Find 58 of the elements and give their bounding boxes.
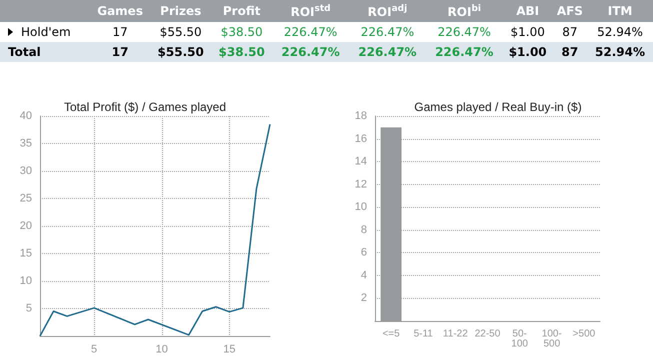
chart-title: Total Profit ($) / Games played (64, 100, 226, 114)
text: 17 (112, 45, 128, 59)
category-label: Hold'em (21, 25, 71, 39)
x-tick-label: >500 (572, 328, 596, 340)
y-tick-label: 14 (354, 156, 367, 168)
x-tick-label: 50-100 (511, 328, 528, 350)
x-tick-label: 15 (223, 344, 236, 356)
y-tick-label: 4 (360, 269, 367, 282)
text: 87 (562, 25, 578, 39)
y-tick-label: 5 (26, 302, 32, 314)
text: 226.47% (360, 25, 414, 39)
y-tick-label: 12 (354, 178, 367, 190)
y-tick-label: 40 (20, 110, 32, 122)
x-tick-label: <=5 (382, 328, 400, 340)
text: 226.47% (438, 25, 491, 39)
category-label: ABI (502, 0, 553, 22)
category-label: ROI$^{bi}$ (426, 0, 503, 22)
y-tick-label: 10 (354, 201, 367, 214)
text: 17 (112, 25, 128, 39)
text: $38.50 (218, 45, 265, 59)
text: 226.47% (284, 25, 338, 39)
text: $1.00 (508, 45, 547, 59)
y-tick-label: 30 (20, 165, 32, 177)
x-tick-label: 10 (156, 344, 168, 356)
text: 87 (562, 45, 578, 59)
x-tick-label: 11-22 (442, 328, 468, 340)
y-tick-label: 18 (354, 110, 367, 122)
text: 226.47% (281, 45, 340, 59)
category-label: ITM (587, 0, 653, 22)
text: 226.47% (435, 45, 494, 59)
y-tick-label: 16 (354, 132, 367, 145)
y-tick-label: 2 (360, 292, 367, 304)
category-label: Total (8, 45, 41, 59)
text: $55.50 (160, 25, 202, 39)
category-label: ROI$^{std}$ (272, 0, 350, 22)
y-tick-label: 6 (360, 246, 367, 259)
x-tick-label: 100-500 (542, 328, 562, 350)
text: $1.00 (510, 25, 545, 39)
x-tick-label: 22-50 (474, 328, 501, 340)
text: 226.47% (358, 45, 417, 59)
y-tick-label: 35 (20, 138, 32, 150)
category-label: Profit (211, 0, 272, 22)
y-tick-label: 25 (20, 192, 32, 204)
y-tick-label: 20 (20, 220, 32, 232)
category-label: AFS (552, 0, 588, 22)
chart-title: Games played / Real Buy-in ($) (414, 100, 582, 114)
text: $55.50 (158, 45, 204, 59)
text: $38.50 (220, 25, 263, 39)
category-label: Prizes (150, 0, 212, 22)
category-label: ROI$^{adj}$ (349, 0, 426, 22)
text: 52.94% (595, 45, 646, 59)
y-tick-label: 8 (360, 224, 367, 236)
x-tick-label: 5-11 (414, 328, 434, 340)
text: 52.94% (597, 25, 643, 39)
x-tick-label: 5 (91, 344, 98, 356)
y-tick-label: 15 (20, 248, 32, 260)
y-tick-label: 10 (20, 275, 32, 287)
category-label: Games (90, 0, 150, 22)
